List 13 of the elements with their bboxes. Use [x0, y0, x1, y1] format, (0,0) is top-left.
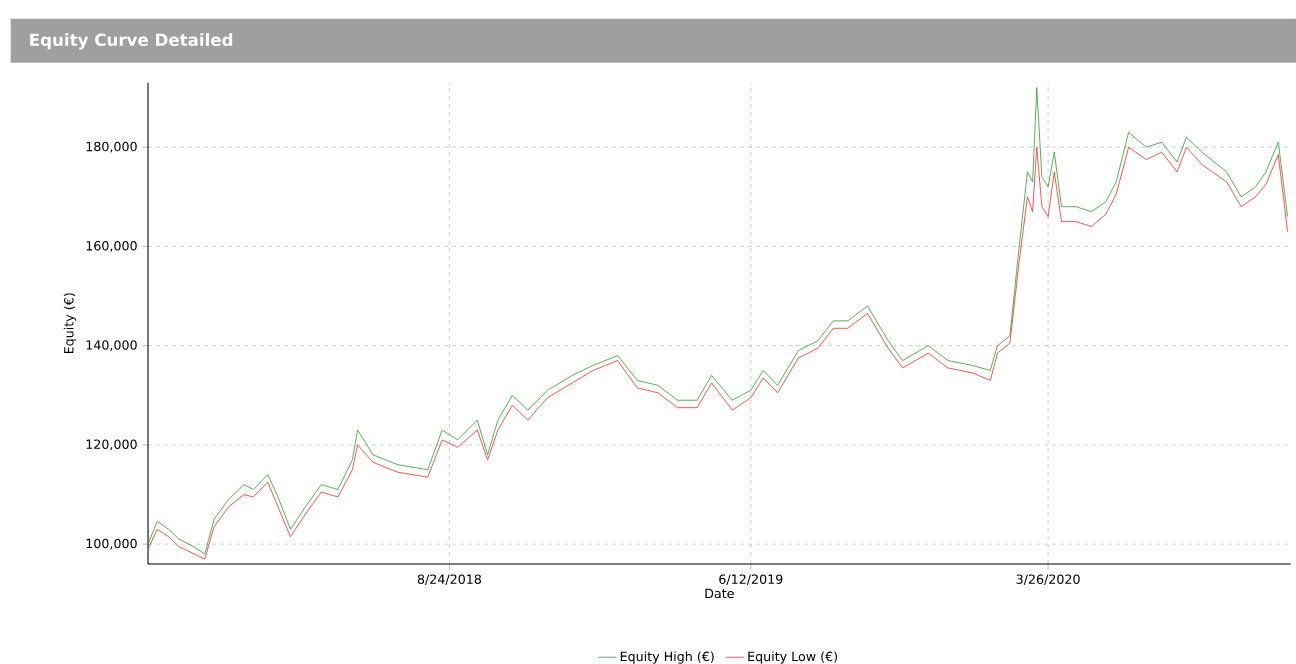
y-tick-label: 140,000 [86, 340, 137, 352]
x-tick-label: 6/12/2019 [719, 574, 783, 585]
legend-label: Equity High (€) [620, 651, 714, 664]
y-tick-label: 100,000 [86, 538, 137, 550]
y-tick-label: 120,000 [86, 439, 137, 451]
x-axis-title: Date [705, 588, 734, 599]
legend-label: Equity Low (€) [748, 651, 837, 664]
x-tick-label: 8/24/2018 [417, 574, 482, 585]
y-tick-label: 180,000 [86, 141, 137, 153]
y-axis-title: Equity (€) [63, 293, 77, 354]
x-tick-label: 3/26/2020 [1016, 574, 1080, 585]
y-tick-label: 160,000 [86, 240, 137, 252]
chart-title: Equity Curve Detailed [30, 33, 233, 50]
